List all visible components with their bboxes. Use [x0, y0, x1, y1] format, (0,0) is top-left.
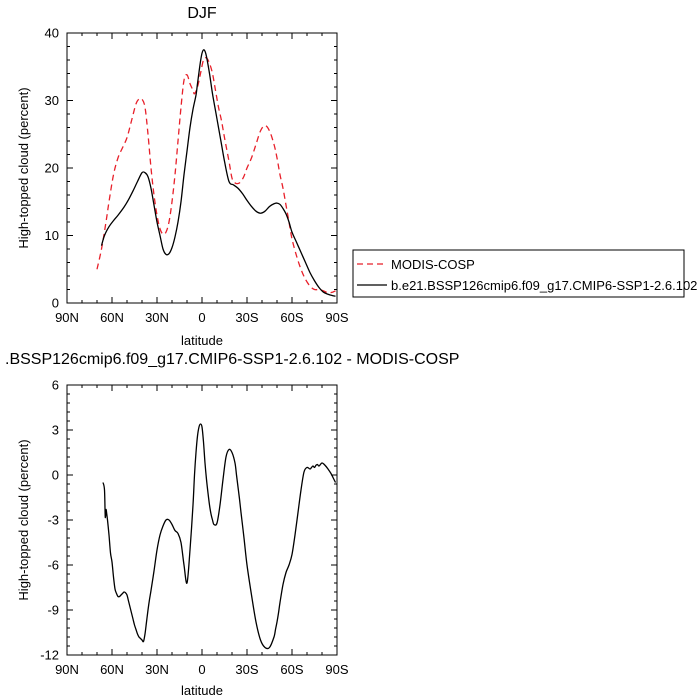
bottom-panel: .BSSP126cmip6.f09_g17.CMIP6-SSP1-2.6.102… [5, 351, 459, 698]
top-x-tick-label: 90S [325, 310, 348, 325]
legend-label-model: b.e21.BSSP126cmip6.f09_g17.CMIP6-SSP1-2.… [391, 278, 697, 293]
top-x-tick-label: 60S [280, 310, 303, 325]
legend-box [352, 249, 685, 298]
top-series-line-1 [100, 49, 336, 297]
top-y-tick-label: 0 [52, 296, 59, 311]
bottom-chart-title: .BSSP126cmip6.f09_g17.CMIP6-SSP1-2.6.102… [5, 351, 459, 368]
top-x-tick-label: 30S [235, 310, 258, 325]
bottom-x-tick-label: 60S [280, 662, 303, 677]
bottom-x-tick-label: 0 [198, 662, 205, 677]
bottom-y-tick-label: -3 [47, 513, 59, 528]
top-x-axis-label: latitude [181, 333, 223, 348]
top-chart-title: DJF [187, 5, 217, 22]
bottom-y-tick-label: -6 [47, 558, 59, 573]
bottom-y-tick-label: -12 [40, 648, 59, 663]
bottom-x-tick-label: 90S [325, 662, 348, 677]
bottom-x-tick-label: 90N [55, 662, 79, 677]
top-plot-frame [66, 32, 338, 304]
bottom-x-tick-label: 30S [235, 662, 258, 677]
top-y-tick-label: 30 [45, 93, 59, 108]
top-y-axis-label: High-topped cloud (percent) [16, 87, 31, 248]
top-y-tick-label: 10 [45, 228, 59, 243]
bottom-series-line-0 [102, 423, 337, 650]
bottom-y-tick-label: -9 [47, 603, 59, 618]
top-x-tick-label: 30N [145, 310, 169, 325]
bottom-x-tick-label: 30N [145, 662, 169, 677]
bottom-y-tick-label: 6 [52, 378, 59, 393]
bottom-y-tick-label: 0 [52, 468, 59, 483]
top-panel: DJF 90N 60N 30N 0 30S 60S 90S 0 10 20 30 40 latitud… [16, 5, 349, 348]
top-x-tick-label: 90N [55, 310, 79, 325]
legend-label-modis: MODIS-COSP [391, 257, 475, 272]
bottom-y-tick-label: 3 [52, 423, 59, 438]
top-series-line-0 [96, 57, 336, 294]
top-y-tick-label: 40 [45, 26, 59, 41]
bottom-y-axis-label: High-topped cloud (percent) [16, 439, 31, 600]
legend: MODIS-COSP b.e21.BSSP126cmip6.f09_g17.CM… [352, 249, 697, 298]
bottom-x-axis-label: latitude [181, 683, 223, 698]
top-x-tick-label: 60N [100, 310, 124, 325]
top-x-tick-label: 0 [198, 310, 205, 325]
top-y-tick-label: 20 [45, 161, 59, 176]
bottom-x-tick-label: 60N [100, 662, 124, 677]
